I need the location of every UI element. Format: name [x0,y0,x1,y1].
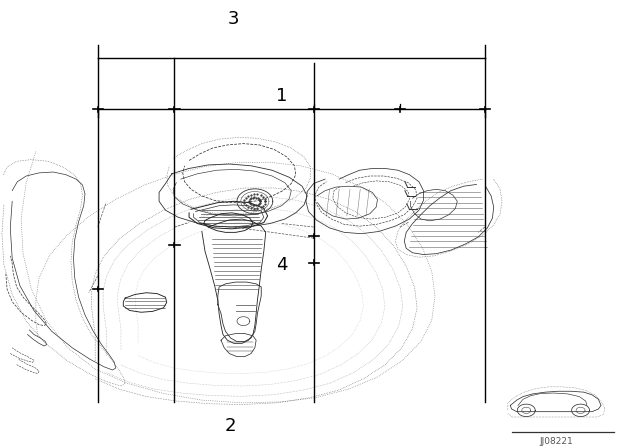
Text: 3: 3 [228,10,239,28]
Text: 4: 4 [276,256,287,274]
Text: 1: 1 [276,87,287,105]
Text: 2: 2 [225,417,236,435]
Text: JJ08221: JJ08221 [540,436,573,445]
